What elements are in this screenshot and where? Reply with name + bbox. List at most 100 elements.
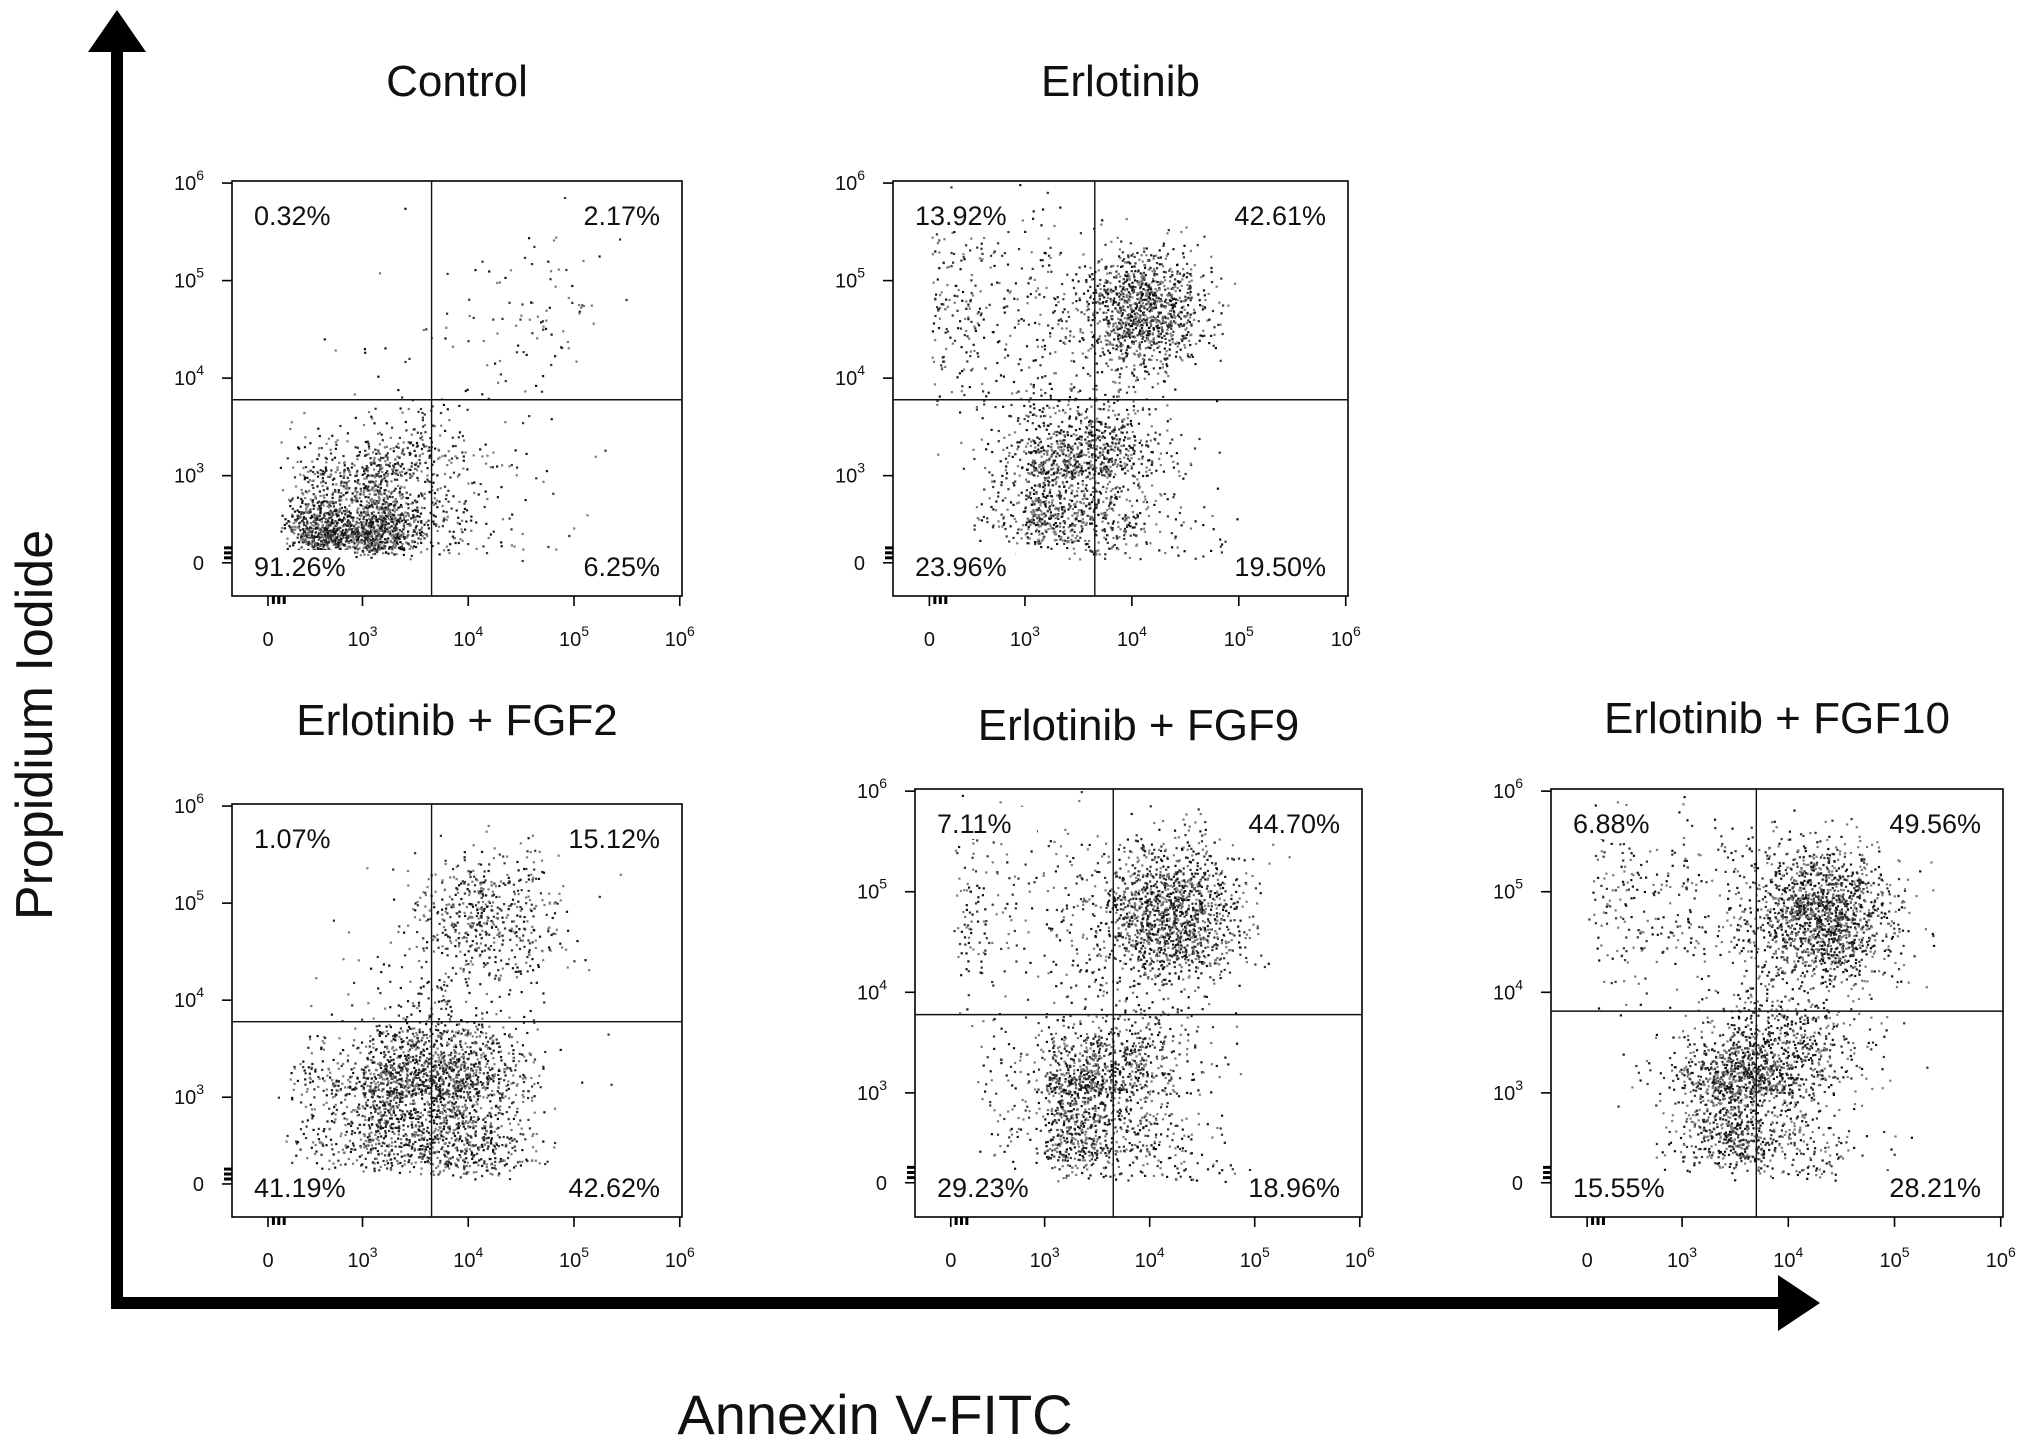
data-point bbox=[1036, 475, 1039, 478]
data-point bbox=[1213, 333, 1216, 336]
data-point bbox=[419, 533, 422, 537]
data-point bbox=[1071, 475, 1074, 478]
data-point bbox=[1050, 270, 1053, 273]
data-point bbox=[1080, 311, 1083, 314]
data-point bbox=[481, 393, 484, 396]
data-point bbox=[535, 384, 538, 387]
data-point bbox=[370, 463, 373, 466]
data-point bbox=[937, 327, 941, 330]
data-point bbox=[1130, 270, 1133, 273]
data-point bbox=[1189, 290, 1192, 293]
data-point bbox=[1054, 522, 1057, 525]
data-point bbox=[1030, 452, 1033, 455]
data-point bbox=[405, 479, 408, 482]
data-point bbox=[1119, 460, 1122, 464]
data-point bbox=[420, 432, 423, 435]
data-point bbox=[1017, 528, 1020, 531]
data-point bbox=[1145, 542, 1148, 545]
data-point bbox=[509, 269, 513, 272]
data-point bbox=[1075, 438, 1078, 441]
data-point bbox=[1079, 389, 1082, 392]
data-point bbox=[1136, 478, 1139, 481]
data-point bbox=[1156, 280, 1159, 284]
data-point bbox=[1130, 254, 1133, 257]
data-point bbox=[322, 542, 325, 545]
data-point bbox=[308, 478, 311, 482]
data-point bbox=[339, 471, 342, 475]
data-point bbox=[341, 512, 344, 515]
data-point bbox=[462, 455, 465, 458]
data-point bbox=[378, 508, 381, 511]
data-point bbox=[1140, 295, 1143, 298]
data-point bbox=[399, 407, 402, 410]
data-point bbox=[1038, 533, 1041, 536]
data-point bbox=[1120, 326, 1123, 329]
data-point bbox=[1189, 249, 1192, 253]
data-point bbox=[1097, 338, 1100, 341]
data-point bbox=[347, 535, 350, 538]
data-point bbox=[349, 515, 352, 518]
data-point bbox=[1041, 492, 1045, 496]
data-point bbox=[401, 449, 404, 452]
data-point bbox=[1119, 373, 1122, 376]
data-point bbox=[1127, 254, 1130, 257]
data-point bbox=[355, 474, 358, 477]
data-point bbox=[1128, 292, 1132, 295]
data-point bbox=[1087, 440, 1090, 443]
data-point bbox=[1086, 300, 1089, 303]
data-point bbox=[365, 519, 368, 522]
data-point bbox=[319, 473, 322, 476]
data-point bbox=[1040, 461, 1043, 464]
data-point bbox=[320, 539, 323, 543]
data-point bbox=[1042, 466, 1045, 469]
data-point bbox=[1103, 431, 1106, 434]
data-point bbox=[371, 417, 374, 420]
data-point bbox=[1137, 354, 1140, 357]
data-point bbox=[332, 527, 335, 530]
data-point bbox=[1117, 272, 1120, 275]
data-point bbox=[436, 488, 439, 491]
data-point bbox=[1040, 224, 1043, 227]
data-point bbox=[1085, 454, 1088, 457]
data-point bbox=[1006, 289, 1009, 292]
data-point bbox=[555, 548, 558, 551]
data-point bbox=[1168, 299, 1171, 302]
data-point bbox=[542, 375, 545, 378]
data-point bbox=[1115, 442, 1118, 445]
data-point bbox=[1159, 360, 1162, 363]
label-backdrop bbox=[250, 199, 354, 231]
data-point bbox=[1011, 514, 1015, 518]
data-point bbox=[547, 545, 550, 549]
data-point bbox=[324, 468, 328, 471]
data-point bbox=[1178, 356, 1182, 359]
data-point bbox=[334, 530, 337, 533]
data-point bbox=[1089, 522, 1092, 525]
data-point bbox=[568, 534, 571, 538]
data-point bbox=[327, 546, 330, 550]
data-point bbox=[1074, 537, 1077, 540]
data-point bbox=[327, 437, 331, 440]
data-point bbox=[384, 471, 388, 475]
data-point bbox=[1179, 323, 1182, 326]
data-point bbox=[965, 300, 968, 303]
data-point bbox=[1031, 267, 1034, 270]
data-point bbox=[1154, 254, 1158, 257]
data-point bbox=[578, 312, 581, 315]
data-point bbox=[405, 502, 408, 505]
data-point bbox=[1062, 430, 1065, 433]
data-point bbox=[350, 528, 353, 531]
data-point bbox=[536, 315, 539, 318]
data-point bbox=[943, 238, 946, 241]
data-point bbox=[1088, 507, 1091, 510]
data-point bbox=[337, 545, 340, 548]
data-point bbox=[1119, 336, 1122, 339]
data-point bbox=[352, 524, 355, 528]
data-point bbox=[1104, 335, 1107, 338]
data-point bbox=[1094, 288, 1097, 292]
data-point bbox=[1068, 461, 1071, 464]
data-point bbox=[1138, 471, 1141, 474]
data-point bbox=[427, 524, 430, 527]
data-point bbox=[412, 539, 415, 543]
data-point bbox=[385, 500, 388, 504]
data-point bbox=[341, 525, 344, 528]
